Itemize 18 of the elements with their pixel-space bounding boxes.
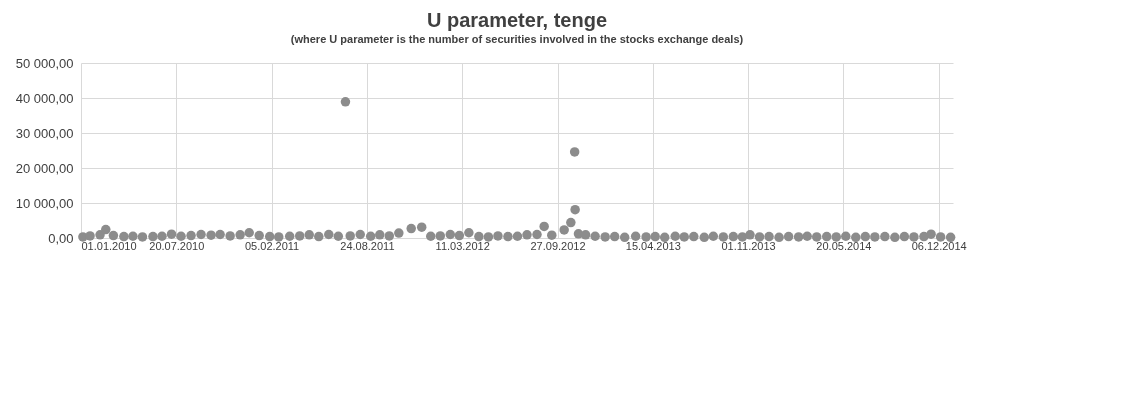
x-tick-label: 11.03.2012 [435, 239, 490, 252]
x-tick-label: 27.09.2012 [530, 239, 586, 252]
y-tick-label: 50 000,00 [15, 55, 74, 71]
x-tick-label: 01.11.2013 [721, 239, 776, 252]
y-tick-label: 20 000,00 [15, 160, 74, 176]
x-tick-label: 01.01.2010 [81, 239, 137, 252]
x-tick-label: 05.02.2011 [244, 239, 300, 252]
y-tick-label: 40 000,00 [15, 90, 74, 106]
x-tick-label: 06.12.2014 [911, 239, 967, 252]
y-tick-label: 0,00 [48, 230, 74, 246]
chart-subtitle: (where U parameter is the number of securities involved in the stocks exchange deals) [290, 33, 744, 45]
y-tick-label: 30 000,00 [15, 125, 74, 141]
x-tick-label: 20.05.2014 [816, 239, 872, 252]
y-tick-label: 10 000,00 [15, 195, 74, 211]
x-tick-label: 20.07.2010 [149, 239, 205, 252]
x-tick-label: 15.04.2013 [625, 239, 681, 252]
x-tick-label: 24.08.2011 [340, 239, 395, 252]
chart-title: U parameter, tenge [426, 9, 608, 31]
